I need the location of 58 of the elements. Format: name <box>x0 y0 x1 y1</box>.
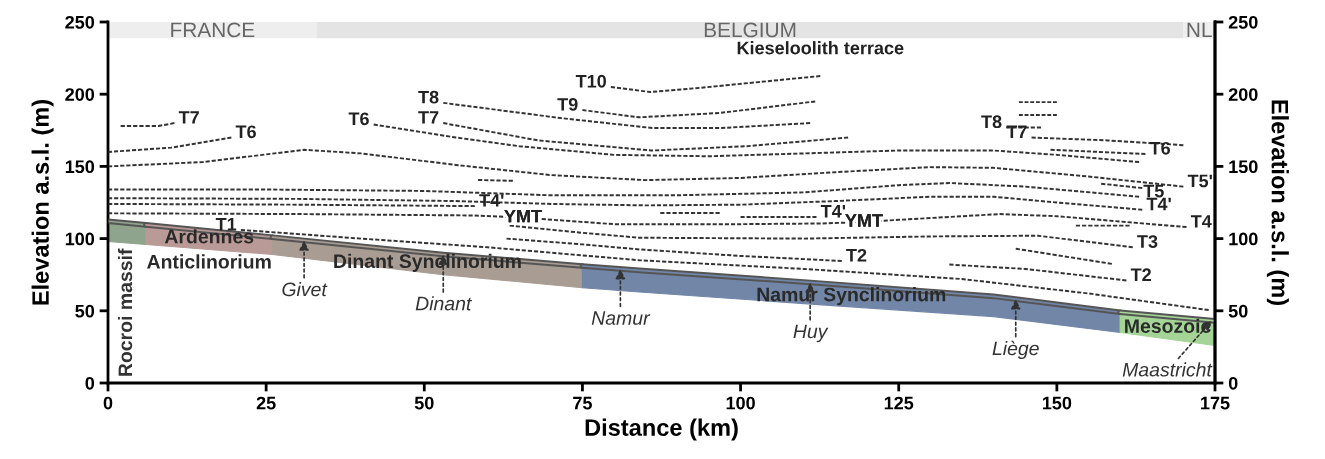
annotation: T4' <box>1146 197 1171 211</box>
x-tick-label: 75 <box>573 396 592 410</box>
x-axis-title: Distance (km) <box>585 418 738 441</box>
y2-tick-label: 0 <box>1228 376 1238 390</box>
y2-tick-label: 50 <box>1228 304 1248 318</box>
annotation: T5 <box>1143 184 1164 198</box>
series-label: Ardennes Anticlinorium <box>147 229 271 269</box>
annotation: Huy <box>793 324 829 343</box>
y2-tick-label: 100 <box>1229 232 1258 246</box>
y2-tick-label: 250 <box>1228 15 1258 29</box>
annotation: T7 <box>178 111 199 124</box>
annotation: T10 <box>575 74 606 88</box>
annotation: T2 <box>1130 268 1151 281</box>
line-series <box>581 100 817 119</box>
annotation: T1 <box>215 218 237 231</box>
annotation: T4 <box>1190 215 1212 228</box>
text: Rocroi massif <box>117 248 133 376</box>
line-series <box>442 122 850 152</box>
y-tick-label: 150 <box>65 160 95 174</box>
y-tick-label: 100 <box>65 232 95 246</box>
annotation: T9 <box>557 97 578 111</box>
y-tick-label: 0 <box>85 376 95 390</box>
x-tick-label: 50 <box>414 396 434 410</box>
annotation: T2 <box>846 248 867 262</box>
y2-tick-label: 200 <box>1228 88 1258 101</box>
band-label: BELGIUM <box>704 22 796 38</box>
annotation: Namur <box>591 311 651 325</box>
annotation: Maastricht <box>1122 362 1213 377</box>
x-tick-label: 0 <box>103 396 113 410</box>
x-tick-label: 150 <box>1042 396 1072 410</box>
x-tick-label: 100 <box>726 396 755 410</box>
x-tick-label: 125 <box>884 396 914 410</box>
annotation: T6 <box>1149 141 1170 155</box>
annotation: Liège <box>992 340 1039 360</box>
annotation: T8 <box>981 115 1002 129</box>
annotation: Givet <box>282 282 328 297</box>
annotation: T5' <box>1187 174 1212 188</box>
annotation: T7 <box>418 111 439 124</box>
line-series <box>609 75 822 93</box>
annotation: T4' <box>820 205 846 218</box>
band-label: FRANCE <box>171 22 255 38</box>
y-axis-title: Elevation a.s.l. (m) <box>31 100 54 305</box>
x-tick-label: 175 <box>1201 396 1230 410</box>
x-tick-label: 25 <box>256 396 276 410</box>
y-tick-label: 50 <box>75 304 95 318</box>
series-label: Namur Synclinorium <box>757 287 946 306</box>
annotation: T3 <box>1137 235 1158 248</box>
annotation: T8 <box>418 90 439 104</box>
annotation: Kieseloolith terrace <box>737 41 904 55</box>
annotation: T6 <box>348 112 369 126</box>
annotation: T7 <box>1006 125 1027 139</box>
y-tick-label: 200 <box>65 88 95 101</box>
y2-tick-label: 150 <box>1229 160 1258 174</box>
annotation: Dinant <box>415 296 473 311</box>
annotation: T6 <box>235 125 256 139</box>
y2-axis-title: Elevation a.s.l. (m) <box>1266 100 1289 305</box>
band-label: NL <box>1187 22 1212 38</box>
y-tick-label: 250 <box>65 15 95 29</box>
